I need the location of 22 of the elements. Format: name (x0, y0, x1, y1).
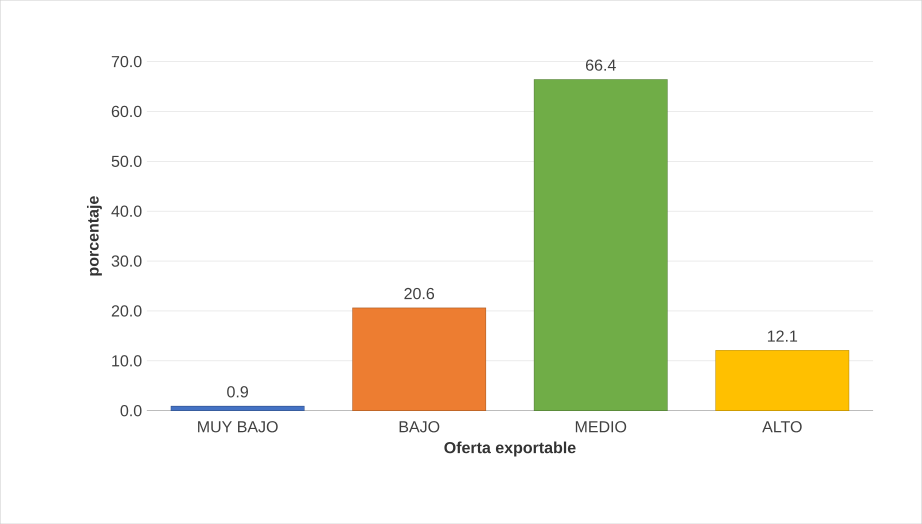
bar (352, 308, 486, 411)
y-tick-label: 60.0 (112, 106, 142, 117)
bar (715, 350, 850, 411)
data-label: 0.9 (227, 386, 248, 398)
x-tick-label: MEDIO (576, 420, 626, 432)
x-tick-label: BAJO (400, 420, 440, 432)
x-tick-label: ALTO (762, 420, 802, 432)
y-tick-label: 50.0 (112, 156, 142, 167)
y-tick-label: 30.0 (112, 255, 142, 267)
bar (534, 79, 668, 411)
y-axis-title: porcentaje (86, 196, 102, 276)
y-tick-label: 40.0 (111, 205, 142, 217)
bar (170, 406, 305, 411)
data-label: 66.4 (586, 59, 616, 71)
y-tick-label: 10.0 (112, 355, 142, 366)
data-label: 20.6 (404, 288, 434, 300)
y-tick-label: 0.0 (120, 404, 142, 416)
x-axis-title: Oferta exportable (444, 441, 576, 456)
data-label: 12.1 (768, 330, 798, 342)
y-tick-label: 20.0 (112, 305, 142, 316)
x-tick-label: MUY BAJO (198, 420, 278, 432)
y-tick-label: 70.0 (112, 56, 142, 68)
